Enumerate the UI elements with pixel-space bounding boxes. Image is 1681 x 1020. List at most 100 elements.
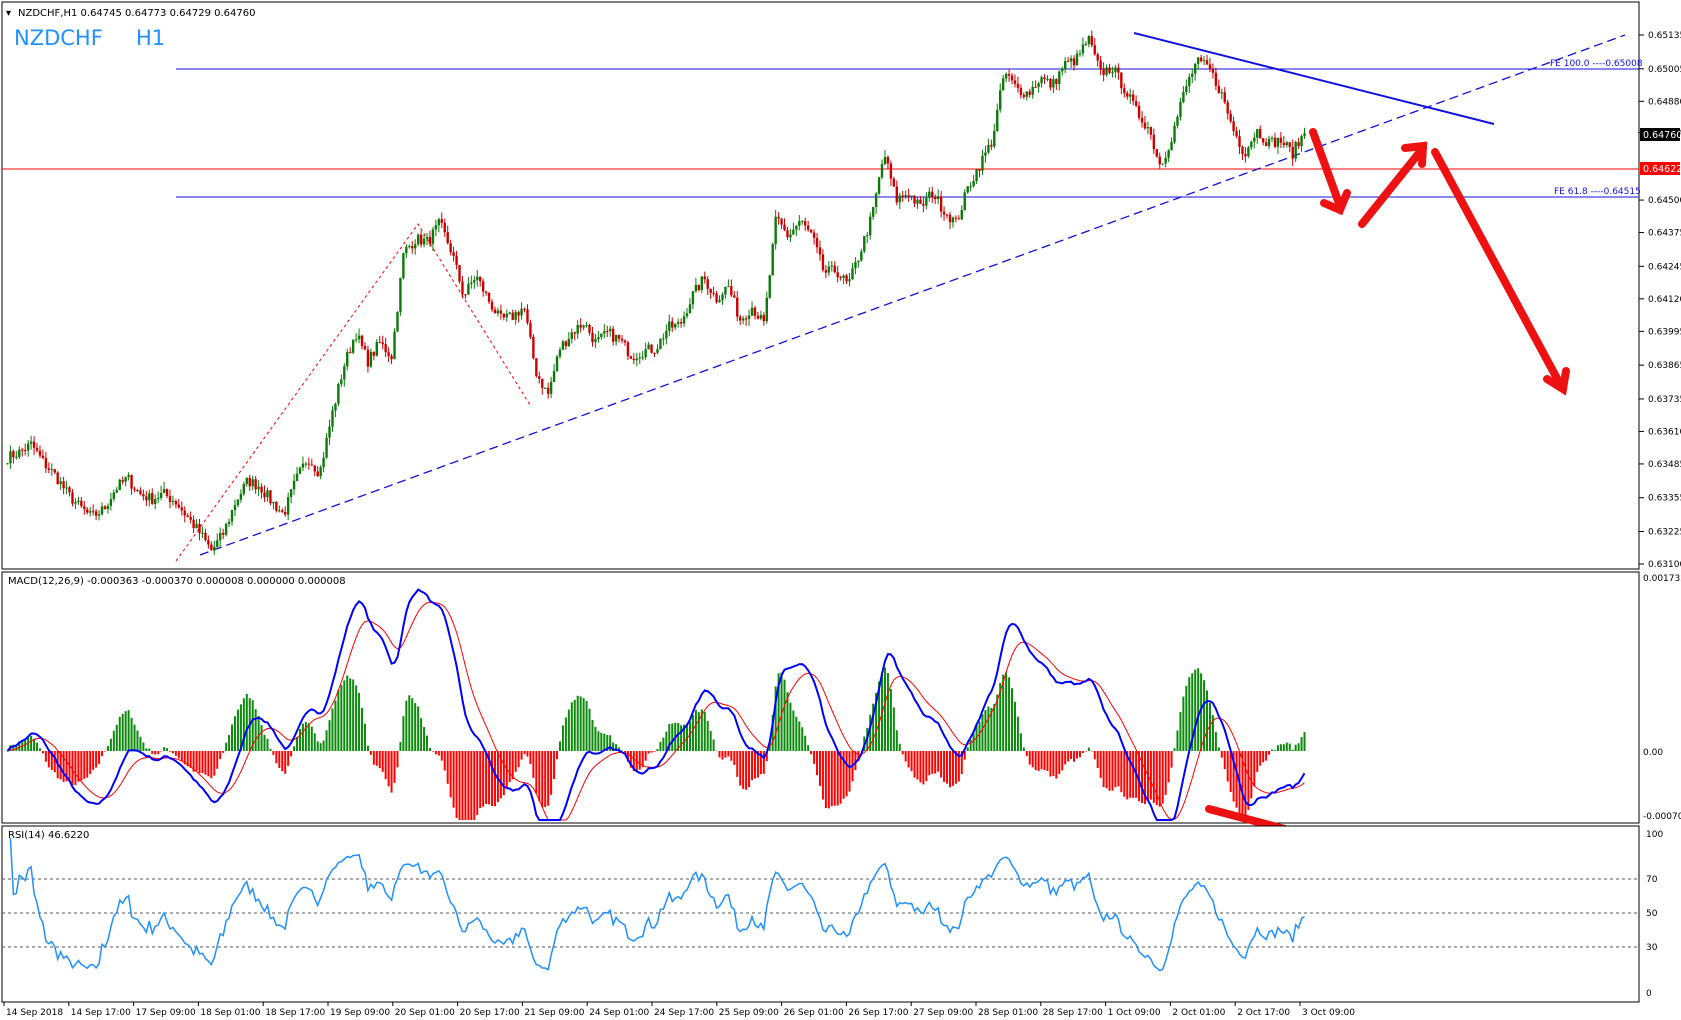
macd-hist-bar — [334, 700, 337, 751]
candle — [1152, 128, 1156, 155]
candle — [260, 483, 263, 499]
price-tick-label: 0.63485 — [1648, 460, 1681, 470]
macd-hist-bar — [1061, 751, 1064, 771]
candle — [1241, 145, 1244, 161]
candle — [984, 145, 987, 163]
descending-resistance-trendline[interactable] — [1133, 32, 1495, 125]
macd-hist-bar — [845, 751, 848, 797]
candle — [284, 506, 287, 517]
header-triangle-icon[interactable]: ▾ — [6, 8, 11, 19]
fe-61-8-label: FE 61.8 ----0.64515 — [1554, 187, 1641, 197]
candle — [1066, 56, 1070, 63]
candle — [121, 476, 124, 485]
macd-hist-bar — [1022, 747, 1025, 751]
candle — [68, 485, 71, 497]
macd-hist-bar — [74, 751, 77, 786]
candle — [644, 342, 647, 360]
macd-panel[interactable]: MACD(12,26,9) -0.000363 -0.000370 0.0000… — [1, 571, 1640, 856]
macd-hist-bar — [83, 751, 86, 779]
candle — [1176, 114, 1179, 129]
candle — [396, 311, 399, 333]
macd-hist-bar — [343, 680, 346, 751]
macd-hist-bar — [1223, 751, 1226, 770]
candle — [83, 501, 86, 515]
macd-hist-bar — [984, 710, 987, 751]
macd-hist-bar — [372, 751, 375, 765]
price-panel[interactable]: ▾ NZDCHF,H1 0.64745 0.64773 0.64729 0.64… — [1, 1, 1643, 570]
candle — [106, 503, 110, 514]
projection-arrows[interactable] — [1309, 128, 1570, 396]
candle — [662, 333, 665, 346]
projection-arrow-down-1 — [1309, 128, 1344, 210]
macd-hist-bar — [931, 751, 934, 774]
candle — [730, 279, 733, 298]
candle — [375, 338, 378, 357]
price-panel-frame — [1, 1, 1640, 570]
candle — [366, 345, 370, 373]
fibo-expansion-dotted[interactable] — [175, 223, 531, 562]
candle — [1285, 140, 1288, 148]
time-tick-label: 28 Sep 01:00 — [978, 1008, 1038, 1018]
candle — [759, 310, 763, 321]
macd-hist-bar — [423, 727, 426, 751]
candle — [1226, 99, 1229, 120]
candle — [665, 324, 668, 345]
candle — [508, 311, 511, 315]
macd-hist-bar — [470, 751, 473, 820]
macd-hist-bar — [1005, 672, 1008, 751]
rsi-panel[interactable]: RSI(14) 46.6220 — [1, 825, 1640, 1003]
macd-hist-bar — [600, 733, 603, 751]
macd-hist-bar — [384, 751, 387, 780]
macd-hist-bar — [585, 700, 588, 751]
macd-hist-bar — [996, 694, 999, 751]
macd-hist-bar — [381, 751, 384, 772]
candle — [74, 498, 77, 510]
macd-hist-bar — [1011, 688, 1014, 751]
candle — [1096, 52, 1099, 67]
macd-hist-bar — [213, 751, 216, 776]
candle — [824, 264, 828, 279]
macd-hist-bar — [36, 742, 39, 751]
macd-hist-bar — [1250, 751, 1253, 799]
macd-hist-bar — [650, 751, 653, 753]
macd-hist-bar — [298, 729, 301, 751]
macd-hist-bar — [1214, 731, 1217, 751]
candle — [842, 274, 845, 285]
macd-hist-bar — [121, 713, 124, 751]
candle — [1297, 137, 1300, 150]
candle — [617, 334, 621, 343]
macd-hist-bar — [1268, 751, 1271, 755]
ascending-support-trendline[interactable] — [199, 34, 1626, 556]
macd-hist-bar — [476, 751, 479, 815]
time-tick-label: 28 Sep 17:00 — [1043, 1008, 1103, 1018]
macd-hist-bar — [641, 751, 644, 768]
candle — [659, 338, 662, 350]
candle — [641, 351, 644, 361]
candle — [254, 476, 257, 494]
candle — [381, 335, 384, 350]
candle — [564, 340, 568, 350]
macd-hist-bar — [1244, 751, 1247, 819]
candle — [142, 489, 145, 501]
rsi-tick-0: 0 — [1646, 989, 1652, 999]
macd-hist-bar — [1084, 751, 1087, 752]
candle — [567, 331, 571, 348]
candle — [1001, 74, 1005, 91]
macd-hist-bar — [148, 748, 151, 751]
macd-hist-bar — [783, 679, 786, 751]
candle — [1276, 137, 1280, 154]
candle — [886, 155, 890, 170]
macd-hist-bar — [514, 751, 517, 772]
macd-hist-bar — [683, 724, 686, 751]
macd-hist-bar — [526, 751, 529, 757]
macd-hist-bar — [18, 741, 21, 751]
macd-hist-bar — [653, 751, 656, 752]
macd-hist-bar — [807, 745, 810, 751]
macd-hist-bar — [1161, 751, 1164, 804]
candle — [801, 220, 804, 225]
macd-hist-bar — [816, 751, 819, 776]
symbol-quote-line: NZDCHF,H1 0.64745 0.64773 0.64729 0.6476… — [18, 8, 255, 19]
candle — [585, 321, 588, 328]
macd-hist-bar — [623, 751, 626, 754]
